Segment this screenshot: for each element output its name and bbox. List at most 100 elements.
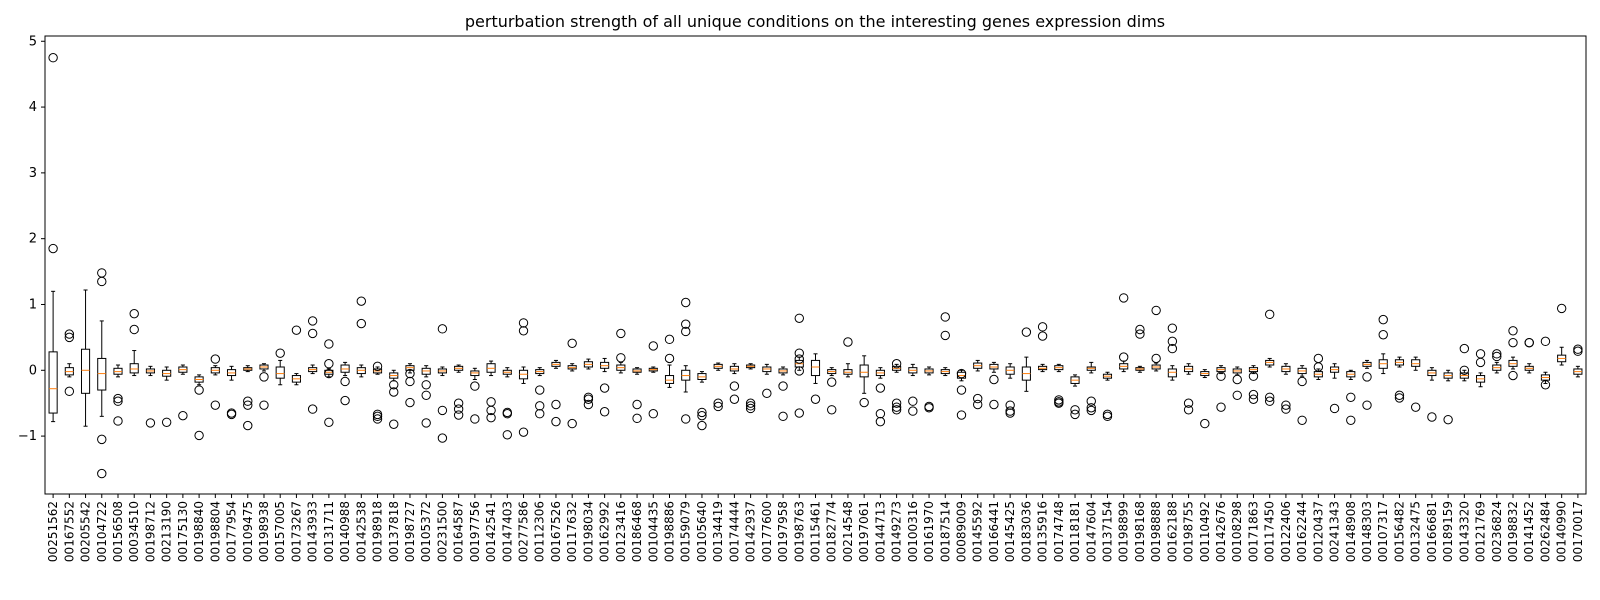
outlier-point xyxy=(1167,343,1178,354)
outlier-point xyxy=(1475,357,1486,368)
x-tick-label: 00198763 xyxy=(792,501,806,562)
x-tick-label: 00117632 xyxy=(565,501,579,562)
outlier-point xyxy=(664,353,675,364)
outlier-point xyxy=(1167,336,1178,347)
x-tick-label: 00198888 xyxy=(1149,501,1163,562)
x-tick-label: 00166681 xyxy=(1425,501,1439,562)
outlier-point xyxy=(1232,374,1242,385)
x-tick-label: 00147403 xyxy=(500,501,514,562)
outlier-point xyxy=(778,411,788,422)
x-tick-label: 00205542 xyxy=(79,501,93,562)
outlier-point xyxy=(194,430,204,441)
outlier-point xyxy=(1086,403,1096,413)
outlier-point xyxy=(973,393,983,404)
x-tick-label: 00122406 xyxy=(1279,501,1293,562)
outlier-point xyxy=(372,361,383,372)
x-tick-label: 00089009 xyxy=(954,501,968,562)
outlier-point xyxy=(1313,353,1324,364)
x-tick-label: 00107317 xyxy=(1376,501,1390,562)
x-tick-label: 00198918 xyxy=(371,501,385,562)
x-tick-label: 00177600 xyxy=(760,501,774,562)
x-tick-label: 00198899 xyxy=(1117,501,1131,562)
outlier-point xyxy=(616,328,626,339)
x-tick-label: 00115461 xyxy=(809,501,823,562)
x-tick-label: 00197061 xyxy=(857,501,871,562)
outlier-point xyxy=(97,268,107,278)
x-tick-label: 00134419 xyxy=(711,501,725,562)
outlier-point xyxy=(518,326,529,336)
outlier-point xyxy=(681,319,691,329)
x-tick-label: 00198840 xyxy=(192,501,206,562)
x-tick-label: 00142541 xyxy=(484,501,498,562)
outlier-point xyxy=(1346,392,1356,402)
outlier-point xyxy=(827,377,837,387)
x-tick-label: 00104722 xyxy=(95,501,109,562)
x-tick-label: 00214548 xyxy=(841,501,855,562)
outlier-point xyxy=(1232,390,1242,400)
outlier-point xyxy=(1264,309,1275,320)
outlier-point xyxy=(875,383,886,393)
x-tick-label: 00110492 xyxy=(1198,501,1212,562)
y-tick-label: 4 xyxy=(29,100,37,115)
outlier-point xyxy=(64,386,75,397)
outlier-point xyxy=(1151,353,1161,364)
outlier-point xyxy=(1216,402,1226,412)
outlier-point xyxy=(827,405,837,415)
x-tick-label: 00137818 xyxy=(387,501,401,562)
outlier-point xyxy=(1540,380,1551,390)
outlier-point xyxy=(551,399,561,410)
x-tick-label: 00231500 xyxy=(435,501,449,562)
x-tick-label: 00142676 xyxy=(1214,501,1228,562)
y-tick-label: 2 xyxy=(29,232,37,247)
x-tick-label: 00143320 xyxy=(1457,501,1471,562)
x-tick-label: 00105640 xyxy=(695,501,709,562)
outlier-point xyxy=(502,409,512,419)
outlier-point xyxy=(713,401,723,412)
outlier-point xyxy=(875,416,886,427)
outlier-point xyxy=(891,398,902,408)
outlier-point xyxy=(1573,346,1583,356)
x-tick-label: 00170017 xyxy=(1571,501,1585,562)
outlier-point xyxy=(940,330,950,341)
y-tick-label: 1 xyxy=(29,297,37,312)
outlier-point xyxy=(97,276,107,287)
outlier-point xyxy=(129,308,139,319)
x-tick-label: 00277586 xyxy=(517,501,531,562)
outlier-point xyxy=(1167,323,1178,333)
outlier-point xyxy=(778,381,788,391)
x-tick-label: 00132475 xyxy=(1409,501,1423,562)
x-tick-label: 00142538 xyxy=(354,501,368,562)
outlier-point xyxy=(48,53,58,63)
x-tick-label: 00162188 xyxy=(1165,501,1179,562)
outlier-point xyxy=(745,398,756,408)
outlier-point xyxy=(145,418,156,428)
outlier-point xyxy=(1329,403,1340,414)
outlier-point xyxy=(843,337,853,347)
outlier-point xyxy=(405,368,415,379)
outlier-point xyxy=(989,399,999,410)
outlier-point xyxy=(1281,400,1291,410)
x-tick-label: 00162244 xyxy=(1295,501,1309,562)
outlier-point xyxy=(389,387,399,397)
x-tick-label: 00157005 xyxy=(273,501,287,562)
outlier-point xyxy=(908,396,918,406)
outlier-point xyxy=(1248,394,1259,404)
x-tick-label: 00148908 xyxy=(1344,501,1358,562)
outlier-point xyxy=(1313,362,1324,372)
outlier-point xyxy=(794,366,804,376)
outlier-point xyxy=(632,413,642,424)
x-tick-label: 00156508 xyxy=(111,501,125,562)
outlier-point xyxy=(502,430,512,440)
x-tick-label: 00143933 xyxy=(306,501,320,562)
x-tick-label: 00034510 xyxy=(127,501,141,562)
x-tick-label: 00137154 xyxy=(1100,501,1114,562)
box xyxy=(1411,359,1421,367)
box xyxy=(129,363,139,374)
outlier-point xyxy=(470,414,480,424)
x-tick-label: 00117450 xyxy=(1263,501,1277,562)
outlier-point xyxy=(664,334,675,345)
x-tick-label: 00145425 xyxy=(1003,501,1017,562)
outlier-point xyxy=(1151,305,1161,316)
outlier-point xyxy=(437,405,448,416)
outlier-point xyxy=(1248,371,1259,381)
